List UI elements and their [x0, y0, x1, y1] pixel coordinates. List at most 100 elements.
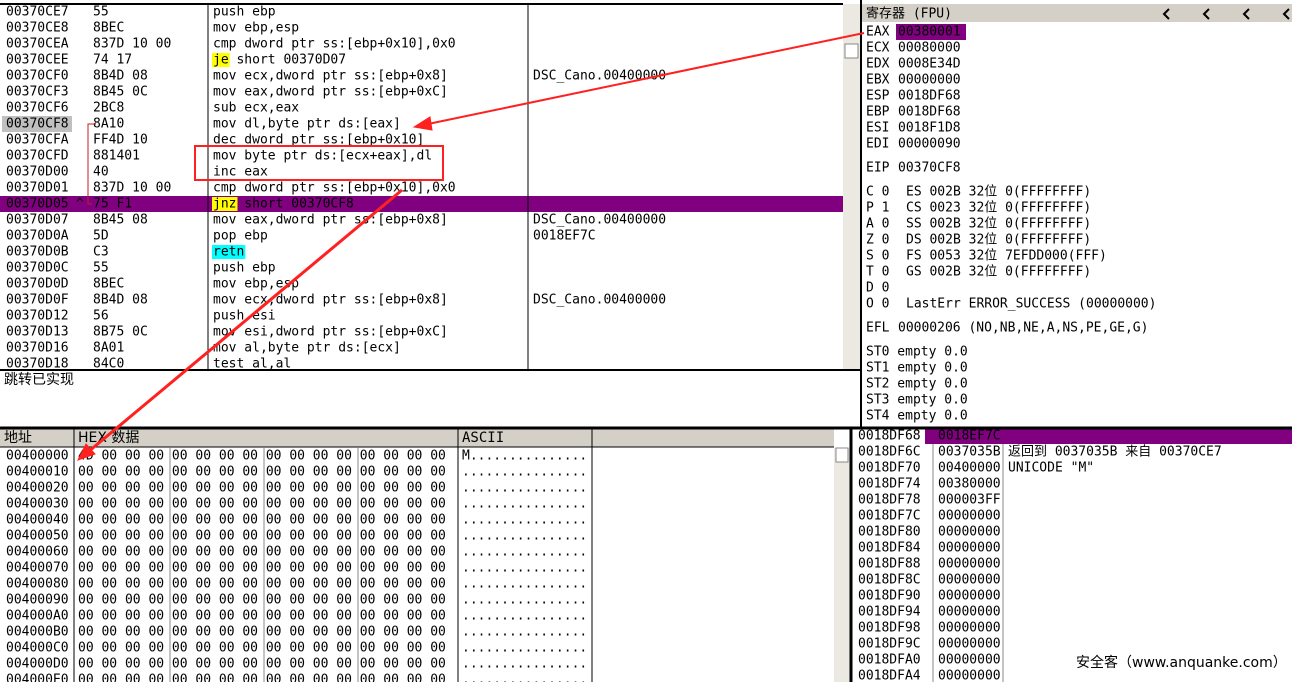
register-name: ESI [866, 121, 889, 136]
stack-value: 000003FF [938, 493, 1001, 508]
address: 0018DF98 [858, 621, 921, 636]
comment: DSC_Cano.00400000 [533, 293, 666, 308]
register-name: EBP [866, 105, 890, 120]
watermark: 安全客（www.anquanke.com） [1076, 654, 1287, 671]
annotation-arrow [427, 32, 865, 125]
opcode-bytes: 881401 [93, 149, 140, 164]
dump-scroll-thumb[interactable] [835, 447, 849, 463]
nav-button[interactable] [1282, 8, 1290, 20]
address: 004000A0 [6, 609, 69, 624]
register-name: EAX [866, 25, 890, 40]
address: 00370D0D [6, 277, 69, 292]
register-name: EIP [866, 161, 890, 176]
ascii: ................ [462, 657, 587, 672]
register-value: 0008E34D [898, 57, 961, 72]
ascii: ................ [462, 465, 587, 480]
stack-value: 00000000 [938, 653, 1001, 668]
hex-bytes: 00 00 00 00 00 00 00 00 00 00 00 00 00 0… [78, 529, 446, 544]
register-name: ECX [866, 41, 890, 56]
register-value: 00380001 [898, 25, 961, 40]
jump-mnemonic-bg [212, 53, 230, 67]
address: 00400060 [6, 545, 69, 560]
stack-value: 0018EF7C [938, 429, 1001, 444]
backgrounds [0, 4, 1292, 682]
hex-bytes: 00 00 00 00 00 00 00 00 00 00 00 00 00 0… [78, 673, 446, 682]
register-name: EFL [866, 321, 890, 336]
selected-row [925, 428, 1292, 444]
hex-bytes: 00 00 00 00 00 00 00 00 00 00 00 00 00 0… [78, 577, 446, 592]
address: 00370CE7 [6, 5, 69, 20]
disasm-scrollbar[interactable] [843, 4, 860, 370]
instruction: test al,al [213, 357, 291, 372]
address: 00370D18 [6, 357, 69, 372]
address: 00400080 [6, 577, 69, 592]
opcode-bytes: FF4D 10 [93, 133, 148, 148]
address: 00370D01 [6, 181, 69, 196]
opcode-bytes: 837D 10 00 [93, 181, 171, 196]
address: 0018DF70 [858, 461, 921, 476]
address: 00370CF6 [6, 101, 69, 116]
flag: O 0 [866, 297, 889, 312]
nav-button[interactable] [1242, 8, 1250, 20]
opcode-bytes: 55 [93, 5, 109, 20]
column-header: ASCII [462, 430, 504, 446]
stack-value: 00000000 [938, 589, 1001, 604]
address: 004000D0 [6, 657, 69, 672]
highlight-box [194, 145, 444, 181]
hex-bytes: 00 00 00 00 00 00 00 00 00 00 00 00 00 0… [78, 625, 446, 640]
fpu-register: ST4 empty 0.0 [866, 409, 968, 424]
register-title: 寄存器 (FPU) [866, 6, 952, 22]
instruction: mov ecx,dword ptr ss:[ebp+0x8] [213, 293, 448, 308]
flag: P 1 [866, 201, 889, 216]
selected-row [0, 196, 843, 212]
flag-detail: FS 0053 32位 7EFDD000(FFF) [906, 249, 1107, 264]
ascii: ................ [462, 641, 587, 656]
stack-comment: 返回到 0037035B 来自 00370CE7 [1008, 445, 1222, 460]
ascii: M............... [462, 449, 587, 464]
fpu-register: ST3 empty 0.0 [866, 393, 968, 408]
opcode-bytes: 40 [93, 165, 109, 180]
address: 00400010 [6, 465, 69, 480]
register-title-bar [862, 4, 1292, 22]
nav-button[interactable] [1202, 8, 1210, 20]
instruction: retn [213, 245, 244, 260]
opcode-bytes: 2BC8 [93, 101, 124, 116]
address: 00370CF8 [6, 117, 69, 132]
address: 00400000 [6, 449, 69, 464]
opcode-bytes: 55 [93, 261, 109, 276]
address: 00400050 [6, 529, 69, 544]
ascii: ................ [462, 497, 587, 512]
instruction: jnz short 00370CF8 [213, 197, 354, 212]
comment: 0018EF7C [533, 229, 596, 244]
stack-value: 00400000 [938, 461, 1001, 476]
instruction: mov al,byte ptr ds:[ecx] [213, 341, 401, 356]
disasm-scroll-thumb[interactable] [844, 43, 859, 59]
address: 00370CE8 [6, 21, 69, 36]
flag-detail: GS 002B 32位 0(FFFFFFFF) [906, 265, 1091, 280]
address: 004000E0 [6, 673, 69, 682]
address: 00370D05 [6, 197, 69, 212]
instruction: mov esi,dword ptr ss:[ebp+0xC] [213, 325, 448, 340]
hex-bytes: 00 00 00 00 00 00 00 00 00 00 00 00 00 0… [78, 545, 446, 560]
stack-value: 00000000 [938, 621, 1001, 636]
instruction: mov ebp,esp [213, 277, 299, 292]
dump-scrollbar[interactable] [834, 448, 850, 682]
jump-mnemonic-bg [212, 197, 238, 211]
jump-marker: ^ [76, 197, 84, 212]
instruction: je short 00370D07 [213, 53, 346, 68]
column-header: 地址 [4, 430, 32, 446]
opcode-bytes: 74 17 [93, 53, 132, 68]
nav-button[interactable] [1162, 8, 1170, 20]
address: 004000B0 [6, 625, 69, 640]
stack-value: 0037035B [938, 445, 1001, 460]
address: 0018DF94 [858, 605, 921, 620]
stack-value: 00000000 [938, 669, 1001, 682]
hex-bytes: 00 00 00 00 00 00 00 00 00 00 00 00 00 0… [78, 609, 446, 624]
stack-comment: UNICODE "M" [1008, 461, 1094, 476]
flag: A 0 [866, 217, 889, 232]
arrow-head [412, 116, 433, 131]
opcode-bytes: 56 [93, 309, 109, 324]
